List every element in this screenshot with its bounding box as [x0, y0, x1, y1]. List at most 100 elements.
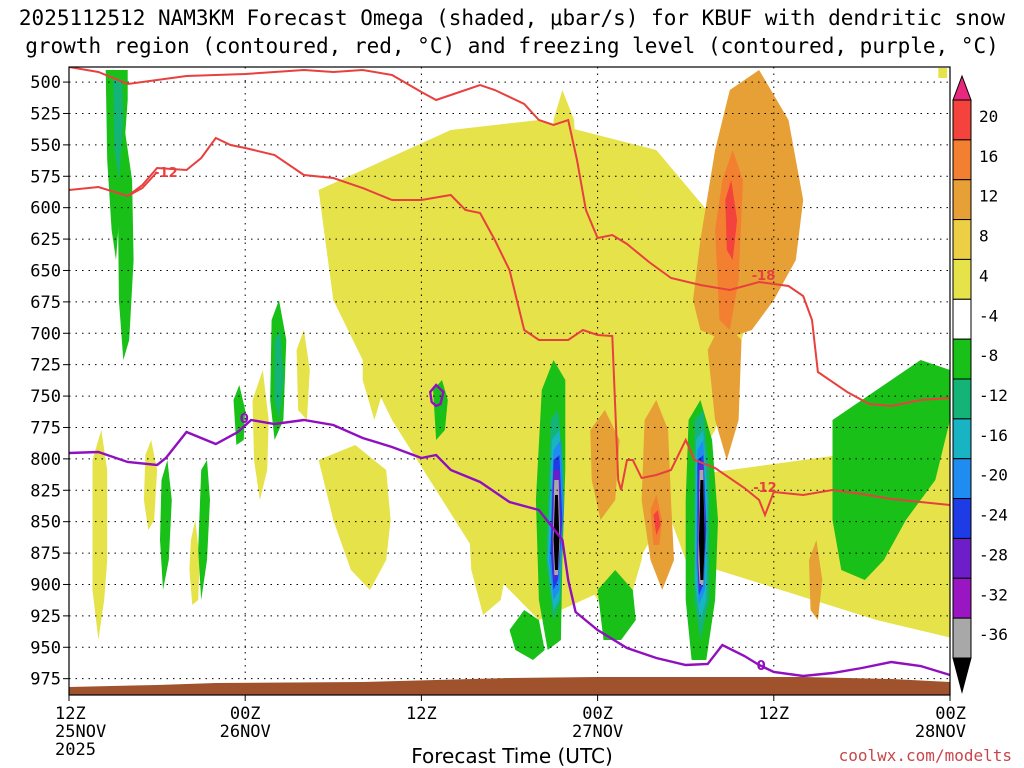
x-tick-label-0-1: 25NOV — [55, 722, 106, 742]
y-tick-label-675: 675 — [30, 293, 61, 313]
plot-frame — [68, 66, 951, 696]
colorbar-label-10: -24 — [979, 506, 1008, 525]
colorbar-swatch-12 — [952, 577, 972, 619]
y-tick-label-625: 625 — [30, 230, 61, 250]
contour-dgz-bottom — [69, 136, 950, 518]
omega-region-15 — [143, 440, 158, 530]
colorbar-label-1: 16 — [979, 147, 998, 166]
omega-region-18 — [707, 320, 742, 460]
x-axis-title: Forecast Time (UTC) — [411, 744, 613, 768]
colorbar-label-2: 12 — [979, 187, 998, 206]
freezing-level-loop — [428, 383, 445, 408]
colorbar-label-3: 8 — [979, 227, 989, 246]
contour-dgz-upper-12 — [127, 171, 158, 197]
y-tick-label-575: 575 — [30, 167, 61, 187]
omega-region-36 — [160, 460, 172, 590]
y-tick-label-650: 650 — [30, 261, 61, 281]
y-tick-label-850: 850 — [30, 513, 61, 533]
omega-region-4 — [318, 445, 391, 590]
omega-region-24 — [653, 510, 661, 535]
colorbar-swatch-6 — [952, 338, 972, 380]
x-tick-label-24-0: 12Z — [406, 704, 437, 724]
colorbar-swatch-7 — [952, 378, 972, 420]
omega-region-23 — [725, 180, 738, 260]
contour-labels: -18 -12 -12 0 0 — [154, 166, 777, 674]
x-tick-label-0-2: 2025 — [55, 740, 96, 760]
colorbar-swatch-1 — [952, 139, 972, 181]
colorbar-bottom-arrow — [952, 657, 972, 694]
chart-title-line1: 2025112512 NAM3KM Forecast Omega (shaded… — [18, 6, 1006, 30]
colorbar-swatch-10 — [952, 498, 972, 539]
omega-region-6 — [252, 370, 269, 500]
y-tick-label-550: 550 — [30, 136, 61, 156]
omega-region-19 — [809, 540, 823, 620]
freezing-level-line — [69, 418, 950, 678]
credit-text: coolwx.com/modelts — [838, 746, 1012, 765]
x-tick-label-12-0: 00Z — [230, 704, 261, 724]
y-tick-label-800: 800 — [30, 450, 61, 470]
x-tick-label-36-0: 00Z — [582, 704, 613, 724]
contour-dgz-top — [69, 67, 950, 408]
y-tick-label-600: 600 — [30, 199, 61, 219]
colorbar-label-8: -16 — [979, 426, 1008, 445]
colorbar-label-13: -36 — [979, 625, 1008, 644]
omega-region-37 — [113, 80, 124, 180]
colorbar-swatch-0 — [952, 99, 972, 141]
omega-region-17 — [641, 400, 674, 590]
omega-region-12 — [938, 68, 948, 78]
colorbar-swatch-4 — [952, 258, 972, 300]
omega-region-35 — [433, 380, 448, 440]
colorbar-swatch-8 — [952, 418, 972, 460]
colorbar-top-arrow — [952, 74, 972, 101]
colorbar-swatch-9 — [952, 458, 972, 500]
x-tick-label-48-0: 12Z — [758, 704, 789, 724]
colorbar-swatch-5 — [952, 298, 972, 340]
y-tick-label-700: 700 — [30, 324, 61, 344]
freezing-label-1: 0 — [757, 659, 766, 674]
x-tick-label-12-1: 26NOV — [220, 722, 271, 742]
colorbar-label-4: 4 — [979, 266, 989, 285]
contour-label-dgz-bottom: -12 — [753, 481, 777, 496]
y-tick-label-925: 925 — [30, 607, 61, 627]
omega-shading — [92, 68, 950, 660]
y-tick-label-975: 975 — [30, 670, 61, 690]
colorbar-label-5: -4 — [979, 306, 998, 325]
colorbar-swatch-2 — [952, 179, 972, 221]
omega-region-14 — [362, 260, 392, 420]
colorbar-swatch-11 — [952, 537, 972, 579]
omega-region-32 — [597, 570, 636, 640]
contour-label-dgz-upper-12: -12 — [154, 166, 178, 181]
colorbar-label-0: 20 — [979, 107, 998, 126]
y-tick-label-950: 950 — [30, 638, 61, 658]
colorbar-label-12: -32 — [979, 585, 1008, 604]
terrain — [69, 677, 950, 695]
omega-region-28 — [233, 385, 246, 445]
omega-region-2 — [92, 430, 108, 640]
omega-region-10 — [296, 330, 310, 420]
omega-region-3 — [189, 520, 200, 605]
colorbar-label-6: -8 — [979, 346, 998, 365]
y-tick-label-900: 900 — [30, 575, 61, 595]
x-tick-label-60-0: 00Z — [935, 704, 966, 724]
omega-region-5 — [465, 440, 516, 615]
y-tick-label-775: 775 — [30, 418, 61, 438]
y-tick-label-525: 525 — [30, 104, 61, 124]
y-tick-label-875: 875 — [30, 544, 61, 564]
omega-region-29 — [198, 460, 210, 600]
y-tick-label-500: 500 — [30, 73, 61, 93]
omega-region-38 — [274, 330, 284, 420]
y-tick-label-750: 750 — [30, 387, 61, 407]
freezing-label-0: 0 — [240, 412, 249, 427]
colorbar-label-9: -20 — [979, 466, 1008, 485]
temperature-contours — [69, 67, 950, 678]
colorbar-swatch-13 — [952, 617, 972, 659]
contour-label-dgz-top: -18 — [752, 269, 776, 284]
x-tick-label-36-1: 27NOV — [572, 722, 623, 742]
x-tick-label-60-1: 28NOV — [915, 722, 966, 742]
terrain-fill — [69, 677, 950, 695]
x-tick-label-0-0: 12Z — [55, 704, 86, 724]
colorbar-swatch-3 — [952, 219, 972, 260]
omega-region-52 — [698, 480, 705, 580]
